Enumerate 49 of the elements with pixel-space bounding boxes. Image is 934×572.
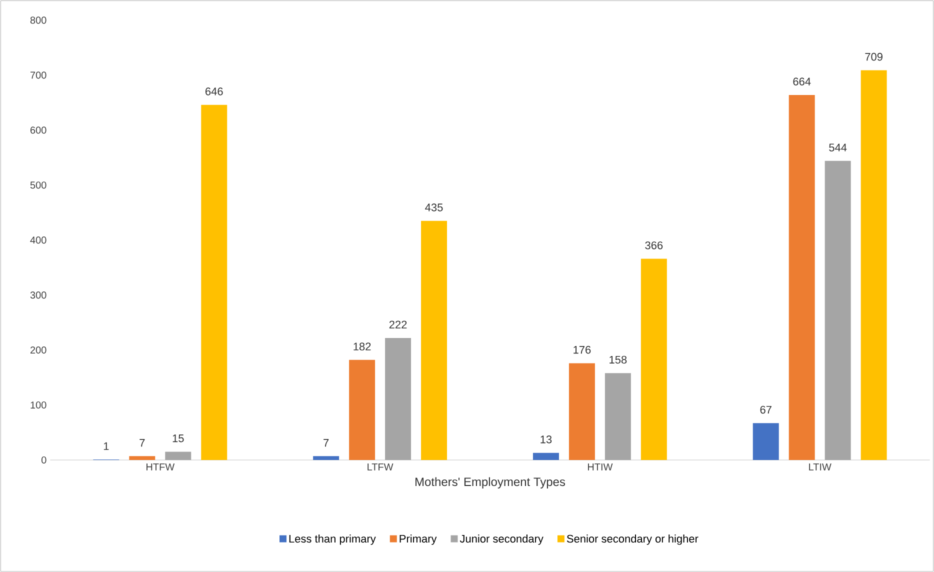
data-label: 435 [425, 203, 443, 212]
bar [788, 94, 815, 460]
bar [349, 360, 376, 460]
bar [313, 456, 340, 460]
bar [604, 373, 631, 460]
data-label: 366 [645, 241, 663, 250]
bar [129, 456, 156, 460]
data-label: 7 [140, 438, 145, 447]
bar [568, 363, 595, 460]
legend-label: Primary [400, 534, 437, 545]
data-label: 158 [610, 356, 627, 364]
bar [385, 338, 412, 460]
bar [752, 423, 779, 460]
bar [165, 452, 192, 460]
y-tick-label: 500 [30, 182, 46, 189]
y-tick-label: 300 [30, 291, 46, 299]
y-tick-label: 800 [30, 16, 46, 24]
data-label: 13 [540, 435, 552, 444]
bar [532, 452, 559, 460]
y-tick-label: 700 [30, 72, 46, 79]
legend-label: Senior secondary or higher [566, 534, 698, 545]
y-tick-label: 400 [30, 236, 46, 244]
data-label: 7 [324, 438, 329, 447]
y-tick-label: 100 [30, 401, 46, 408]
legend-label: Less than primary [289, 534, 376, 545]
x-tick-label: LTFW [368, 463, 394, 470]
data-label: 176 [574, 346, 591, 354]
x-tick-label: LTIW [809, 463, 832, 470]
bar [824, 160, 851, 460]
bar [860, 70, 887, 460]
data-label: 1 [104, 442, 109, 450]
x-tick-label: HTFW [146, 463, 175, 470]
bar [201, 104, 228, 460]
data-label: 646 [206, 87, 223, 96]
data-label: 15 [172, 434, 184, 442]
data-label: 544 [829, 144, 847, 152]
data-label: 182 [354, 342, 371, 350]
x-axis-title: Mothers' Employment Types [416, 477, 566, 488]
bar [421, 220, 448, 460]
data-label: 709 [865, 52, 882, 61]
data-label: 222 [389, 320, 407, 328]
y-tick-label: 200 [30, 346, 46, 354]
data-label: 664 [793, 78, 811, 86]
y-tick-label: 600 [30, 126, 46, 134]
bar [640, 258, 667, 460]
x-tick-label: HTIW [588, 463, 613, 470]
data-label: 67 [760, 406, 772, 414]
legend-label: Junior secondary [460, 534, 544, 545]
y-tick-label: 0 [41, 456, 46, 464]
